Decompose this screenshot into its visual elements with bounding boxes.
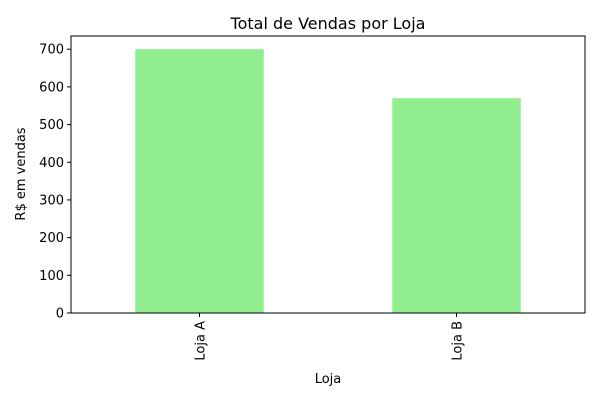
y-tick-label: 500: [39, 118, 64, 133]
y-tick-label: 700: [39, 43, 64, 58]
y-axis: 0 100 200 300 400 500 600 700: [39, 43, 71, 322]
y-tick-label: 200: [39, 231, 64, 246]
plot-frame: [70, 35, 586, 314]
y-tick-label: 100: [39, 269, 64, 284]
bars-layer: [135, 49, 521, 313]
x-axis: Loja A Loja B: [194, 313, 466, 361]
y-tick-label: 600: [39, 80, 64, 95]
y-axis-label: R$ em vendas: [14, 127, 29, 220]
x-tick-label: Loja B: [451, 321, 466, 361]
x-tick-label: Loja A: [194, 321, 209, 361]
y-tick-label: 0: [56, 307, 64, 322]
bar-loja-a: [135, 49, 264, 313]
y-tick-label: 400: [39, 156, 64, 171]
x-axis-label: Loja: [315, 372, 342, 387]
y-tick-label: 300: [39, 193, 64, 208]
chart-title: Total de Vendas por Loja: [230, 14, 426, 33]
bar-loja-b: [392, 98, 521, 313]
